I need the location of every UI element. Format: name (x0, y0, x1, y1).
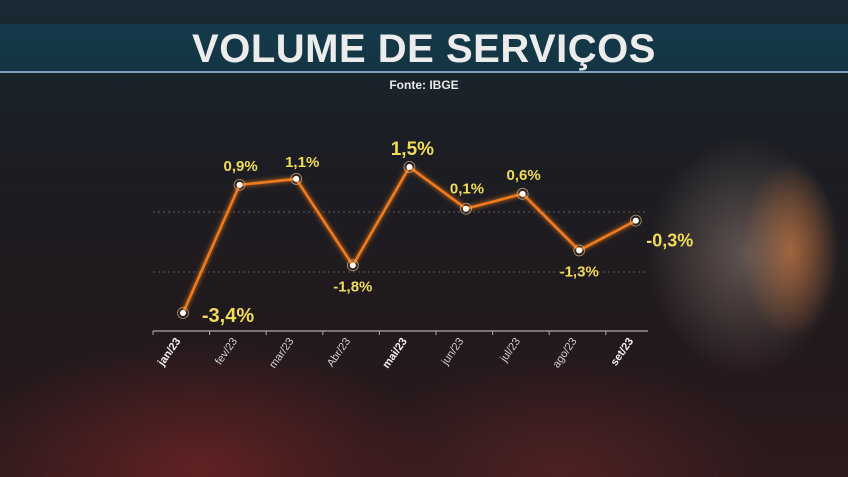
data-point (349, 262, 356, 269)
x-tick-label: Abr/23 (325, 336, 353, 369)
x-axis: jan/23 fev/23 mar/23 Abr/23 mai/23 jun/23 jul/… (152, 330, 648, 371)
data-point-ring (233, 178, 246, 191)
x-tick-label: jul/23 (498, 336, 523, 365)
value-label: 1,5% (391, 139, 434, 160)
title-band (0, 24, 848, 72)
data-point (406, 164, 413, 170)
data-point-ring (516, 187, 529, 200)
data-point (576, 247, 583, 254)
data-point-ring (629, 214, 642, 227)
data-point (293, 175, 300, 182)
x-tick-label: fev/23 (213, 336, 240, 367)
data-series (177, 161, 642, 319)
data-point-ring (177, 307, 189, 319)
data-point-ring (460, 202, 472, 215)
data-point (632, 217, 639, 224)
data-point-ring (403, 161, 416, 173)
value-label: -1,8% (333, 278, 372, 295)
x-tick-label: jun/23 (439, 336, 467, 368)
data-point-ring (290, 173, 303, 185)
chart-title: VOLUME DE SERVIÇOS (192, 27, 656, 71)
data-point (180, 310, 186, 316)
value-label: -0,3% (646, 231, 693, 251)
value-labels: -3,4% 0,9% 1,1% -1,8% 1,5% 0,1% 0,6% -1,3% -0,3% (202, 139, 693, 327)
data-point-ring (346, 259, 359, 272)
data-point-ring (573, 244, 586, 257)
value-label: -1,3% (560, 263, 599, 280)
value-label: 0,1% (450, 181, 484, 198)
x-tick-label: jan/23 (155, 336, 183, 369)
x-tick-label: mar/23 (267, 336, 296, 371)
x-tick-label: ago/23 (551, 336, 580, 370)
x-tick-label: set/23 (609, 336, 637, 368)
series-line (181, 165, 637, 314)
data-point (236, 181, 243, 188)
value-label: 0,9% (223, 158, 257, 175)
value-label: -3,4% (202, 305, 254, 327)
data-point (519, 190, 526, 197)
data-point (463, 205, 469, 212)
chart-source: Fonte: IBGE (389, 78, 459, 92)
title-divider (0, 71, 848, 73)
value-label: 1,1% (285, 154, 319, 171)
value-label: 0,6% (506, 167, 540, 184)
x-tick-label: mai/23 (380, 336, 409, 371)
